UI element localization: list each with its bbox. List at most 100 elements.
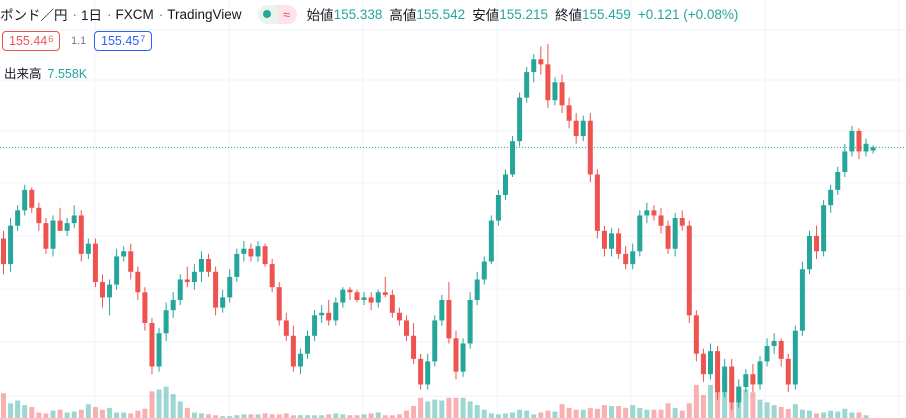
candle-body: [382, 292, 388, 295]
exchange-label: FXCM: [115, 6, 154, 22]
wave-icon[interactable]: ≈: [276, 4, 297, 24]
volume-bar: [206, 414, 212, 418]
candle-body: [474, 279, 480, 300]
candle-body: [368, 297, 374, 303]
volume-bar: [672, 407, 678, 418]
candle-body: [107, 284, 113, 298]
market-status-button[interactable]: [257, 4, 277, 24]
chart-legend: ポンド／円 · 1日 · FXCM · TradingView ≈ 始値 155…: [0, 0, 745, 28]
candle-body: [312, 315, 318, 336]
buy-price-pip: 7: [140, 34, 146, 44]
volume-bar: [799, 409, 805, 418]
candle-body: [149, 323, 155, 367]
open-value: 155.338: [333, 6, 383, 22]
volume-bar: [57, 409, 63, 418]
volume-bar: [806, 410, 812, 418]
candle-body: [340, 289, 346, 303]
candle-body: [587, 120, 593, 175]
volume-bar: [382, 415, 388, 418]
volume-bar: [149, 391, 155, 418]
volume-bar: [368, 413, 374, 418]
candle-body: [234, 253, 240, 277]
candle-body: [849, 130, 855, 152]
candle-body: [8, 225, 14, 265]
candle-body: [403, 320, 409, 336]
volume-bar: [821, 412, 827, 418]
volume-bar: [835, 411, 841, 418]
candle-body: [722, 366, 728, 393]
candle-body: [806, 235, 812, 270]
volume-bar: [531, 414, 537, 418]
candle-body: [396, 312, 402, 321]
candle-body: [432, 320, 438, 362]
volume-bar: [863, 415, 869, 418]
volume-bar: [630, 405, 636, 418]
sell-button[interactable]: 155.44 6: [2, 31, 61, 51]
candle-body: [361, 297, 367, 300]
separator-dot: ·: [107, 6, 112, 22]
volume-bar: [488, 413, 494, 418]
volume-bar: [43, 413, 49, 418]
volume-bar: [439, 400, 445, 418]
volume-bar: [842, 408, 848, 418]
volume-bar: [418, 397, 424, 418]
candle-body: [708, 351, 713, 375]
candle-body: [64, 223, 70, 231]
candle-body: [15, 210, 21, 226]
volume-bar: [99, 409, 105, 418]
candle-body: [616, 233, 622, 254]
volume-bar: [248, 414, 254, 418]
candle-body: [693, 315, 699, 354]
candle-body: [573, 120, 579, 137]
candle-body: [36, 207, 42, 224]
volume-bar: [389, 415, 395, 418]
candle-body: [142, 292, 148, 323]
volume-bar: [665, 403, 671, 418]
status-dot-icon: [263, 10, 272, 18]
volume-bar: [283, 413, 289, 418]
candle-body: [467, 299, 473, 344]
candle-body: [411, 335, 417, 359]
buy-button[interactable]: 155.45 7: [94, 31, 153, 51]
candle-body: [57, 220, 63, 231]
candle-body: [283, 320, 289, 336]
candle-body: [114, 256, 120, 285]
candle-body: [821, 205, 827, 252]
volume-bar: [637, 407, 643, 418]
volume-bar: [326, 414, 332, 418]
volume-bar: [135, 410, 141, 418]
volume-bar: [241, 414, 247, 418]
candle-body: [439, 299, 445, 321]
volume-bar: [29, 406, 35, 418]
volume-bar: [297, 415, 303, 418]
candle-body: [481, 261, 487, 280]
volume-bar: [184, 407, 190, 418]
candle-body: [524, 72, 530, 98]
volume-bar: [403, 410, 409, 418]
volume-bar: [305, 415, 311, 418]
volume-bar: [8, 403, 14, 418]
change-value: +0.121 (+0.08%): [637, 6, 739, 22]
volume-bar: [354, 415, 360, 418]
volume-bar: [559, 404, 565, 418]
candle-body: [623, 253, 629, 265]
volume-bar: [170, 394, 176, 418]
volume-bar: [623, 407, 629, 418]
volume-bar: [778, 406, 784, 418]
candle-body: [121, 251, 127, 257]
volume-legend: 出来高 7.558K: [4, 63, 87, 82]
volume-bar: [587, 407, 593, 418]
interval-label[interactable]: 1日: [81, 8, 103, 23]
volume-bar: [432, 399, 438, 418]
volume-bar: [85, 404, 91, 418]
candle-body: [637, 215, 643, 252]
candle-body: [418, 358, 424, 385]
low-value: 155.215: [499, 6, 548, 22]
volume-bar: [163, 386, 169, 418]
symbol-name[interactable]: ポンド／円: [0, 8, 68, 23]
candle-body: [354, 292, 360, 300]
candle-body: [276, 287, 282, 321]
volume-bar: [566, 407, 572, 418]
